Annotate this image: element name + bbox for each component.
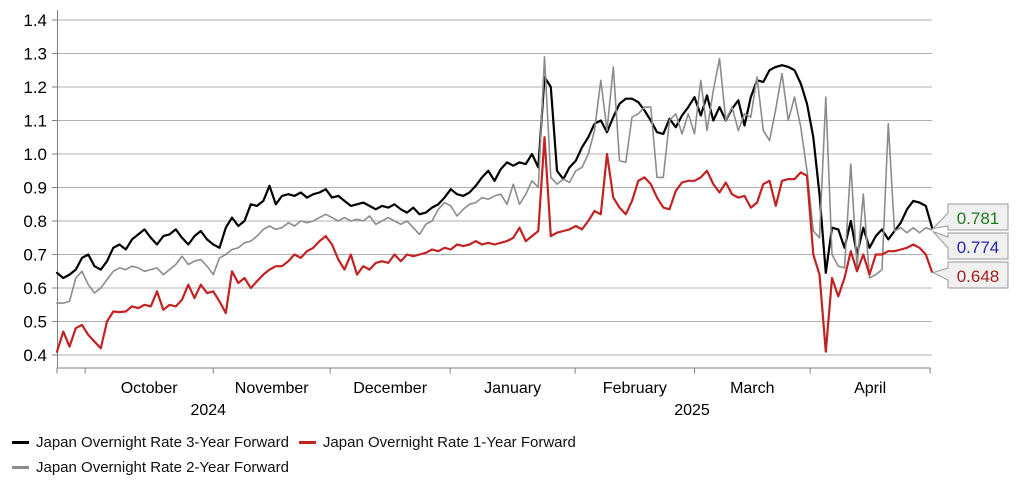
legend-swatch-2y <box>12 466 29 469</box>
callout-box-2y <box>932 231 1009 260</box>
end-value-1y-forward: 0.648 <box>957 267 1000 286</box>
month-label: November <box>235 380 309 397</box>
series-line-2 <box>55 136 934 353</box>
legend-item-2y-forward: Japan Overnight Rate 2-Year Forward <box>12 459 289 476</box>
y-tick-label: 0.8 <box>23 212 47 231</box>
year-label: 2024 <box>190 402 226 419</box>
legend-swatch-3y <box>12 441 29 444</box>
x-axis-labels: October November December January February Ma… <box>121 380 886 419</box>
end-label-2y-forward: 0.774 <box>932 231 1009 260</box>
y-tick-label: 1.4 <box>23 11 47 30</box>
japan-overnight-forward-rates-chart: 1.4 1.3 1.2 1.1 1.0 0.9 0.8 0.7 0.6 0.5 0.4 Octobe… <box>23 10 1009 419</box>
end-label-1y-forward: 0.648 <box>931 261 1009 289</box>
end-label-3y-forward: 0.781 <box>931 203 1009 231</box>
callout-box-1y <box>931 261 1009 289</box>
y-tick-label: 0.6 <box>23 279 47 298</box>
end-label-callouts: 0.781 0.774 0.648 <box>931 203 1009 289</box>
end-value-2y-forward: 0.774 <box>957 238 1000 257</box>
legend-label-2y: Japan Overnight Rate 2-Year Forward <box>36 459 289 476</box>
month-label: October <box>121 380 179 397</box>
series-lines <box>55 55 934 353</box>
y-tick-label: 1.0 <box>23 145 47 164</box>
legend: Japan Overnight Rate 3-Year Forward Japa… <box>12 430 1012 480</box>
legend-swatch-1y <box>298 441 316 444</box>
series-line-0 <box>55 64 934 280</box>
legend-label-1y: Japan Overnight Rate 1-Year Forward <box>322 434 576 451</box>
y-tick-label: 0.7 <box>23 246 47 265</box>
month-label: February <box>603 380 667 397</box>
year-label: 2025 <box>674 402 710 419</box>
axes <box>52 10 931 374</box>
series-line-1 <box>56 55 933 304</box>
callout-box-3y <box>931 203 1009 231</box>
legend-row-1: Japan Overnight Rate 3-Year Forward Japa… <box>12 430 1012 455</box>
y-tick-label: 1.3 <box>23 45 47 64</box>
legend-label-3y: Japan Overnight Rate 3-Year Forward <box>36 434 289 451</box>
y-tick-label: 1.1 <box>23 112 47 131</box>
y-axis-labels: 1.4 1.3 1.2 1.1 1.0 0.9 0.8 0.7 0.6 0.5 0.4 <box>23 11 47 365</box>
y-tick-label: 0.5 <box>23 313 47 332</box>
y-tick-label: 0.4 <box>23 346 47 365</box>
y-tick-label: 1.2 <box>23 78 47 97</box>
end-value-3y-forward: 0.781 <box>957 209 1000 228</box>
legend-item-1y-forward: Japan Overnight Rate 1-Year Forward <box>298 434 576 451</box>
legend-item-3y-forward: Japan Overnight Rate 3-Year Forward <box>12 434 289 451</box>
gridlines <box>57 19 932 356</box>
legend-row-2: Japan Overnight Rate 2-Year Forward <box>12 455 1012 480</box>
month-label: December <box>353 380 427 397</box>
month-label: January <box>484 380 541 397</box>
month-label: April <box>854 380 886 397</box>
month-label: March <box>730 380 774 397</box>
y-tick-label: 0.9 <box>23 179 47 198</box>
